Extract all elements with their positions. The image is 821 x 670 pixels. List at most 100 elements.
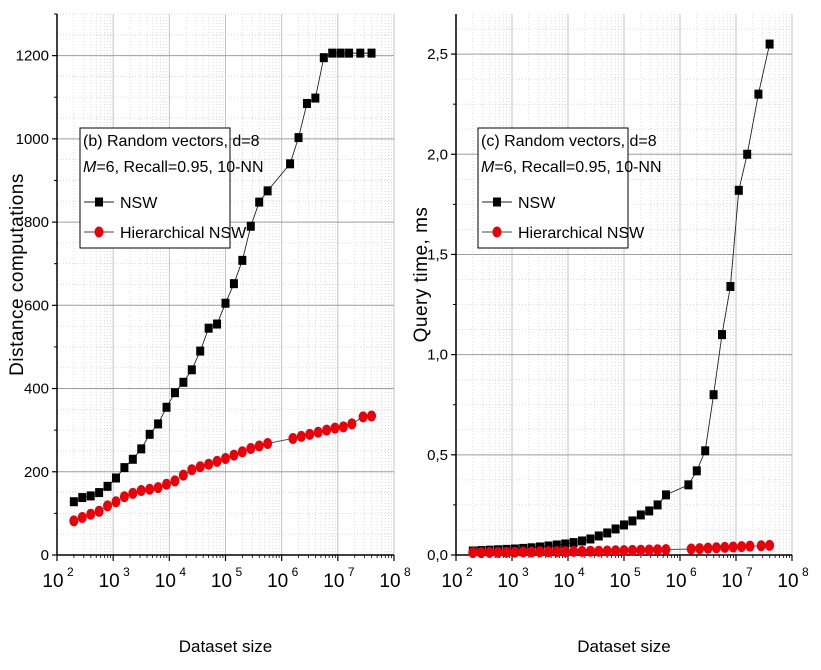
data-point-nsw — [586, 534, 595, 544]
legend-marker-nsw — [493, 197, 501, 207]
data-point-nsw — [336, 48, 345, 58]
y-tick-label: 0,5 — [427, 447, 448, 464]
data-point-hnsw — [103, 500, 113, 512]
data-point-nsw — [196, 346, 205, 356]
data-point-hnsw — [476, 547, 486, 559]
data-point-hnsw — [493, 546, 503, 558]
data-point-hnsw — [221, 452, 230, 464]
data-point-nsw — [701, 446, 710, 456]
x-tick-exponent: 3 — [522, 565, 529, 579]
data-point-nsw — [246, 221, 255, 231]
y-tick-label: 0 — [41, 547, 49, 564]
data-point-nsw — [620, 520, 628, 530]
data-point-nsw — [367, 48, 376, 58]
legend-box — [477, 127, 629, 249]
data-point-hnsw — [594, 545, 604, 557]
data-point-nsw — [120, 463, 129, 473]
x-tick-label: 10 — [267, 571, 288, 592]
x-tick-label: 10 — [323, 571, 344, 592]
data-point-hnsw — [153, 482, 163, 494]
data-point-nsw — [319, 53, 328, 63]
data-point-nsw — [726, 282, 735, 292]
x-tick-exponent: 6 — [690, 565, 697, 579]
data-point-hnsw — [263, 437, 273, 449]
x-tick-exponent: 2 — [67, 565, 74, 579]
data-point-hnsw — [686, 543, 696, 555]
legend-params: M=6, Recall=0.95, 10-NN — [481, 159, 662, 176]
data-point-hnsw — [170, 475, 180, 487]
data-point-nsw — [221, 298, 230, 308]
data-point-hnsw — [636, 544, 646, 556]
data-point-nsw — [154, 419, 163, 429]
data-point-nsw — [754, 89, 763, 99]
data-point-hnsw — [577, 545, 587, 557]
data-point-nsw — [718, 330, 726, 340]
data-point-nsw — [356, 48, 365, 58]
legend-label-hnsw: Hierarchical NSW — [120, 225, 247, 242]
x-axis-title: Dataset size — [179, 637, 273, 656]
data-point-hnsw — [728, 541, 738, 553]
data-point-hnsw — [94, 505, 104, 517]
data-point-nsw — [229, 279, 238, 289]
x-tick-exponent: 7 — [746, 565, 753, 579]
legend-params: M=6, Recall=0.95, 10-NN — [83, 159, 264, 176]
x-tick-label: 10 — [441, 571, 462, 592]
data-point-nsw — [263, 186, 272, 196]
data-point-nsw — [603, 528, 612, 538]
x-tick-label: 10 — [721, 571, 742, 592]
x-tick-exponent: 8 — [404, 565, 411, 579]
data-point-hnsw — [560, 546, 570, 558]
data-point-nsw — [653, 500, 662, 510]
x-tick-exponent: 5 — [236, 565, 243, 579]
data-point-hnsw — [204, 458, 214, 470]
data-point-nsw — [137, 444, 146, 454]
data-point-hnsw — [627, 544, 637, 556]
data-point-hnsw — [229, 449, 239, 461]
legend-panel-label: (c) Random vectors, d=8 — [481, 133, 657, 150]
data-point-hnsw — [187, 464, 197, 476]
data-point-hnsw — [111, 496, 121, 508]
data-point-hnsw — [246, 442, 256, 454]
data-point-hnsw — [119, 491, 129, 503]
data-point-nsw — [286, 159, 295, 169]
data-point-nsw — [213, 319, 222, 329]
x-tick-label: 10 — [99, 571, 120, 592]
legend-box — [79, 127, 231, 249]
data-point-nsw — [611, 524, 620, 534]
x-tick-exponent: 6 — [292, 565, 299, 579]
y-tick-label: 1200 — [16, 48, 49, 65]
data-point-nsw — [569, 538, 578, 548]
data-point-hnsw — [552, 546, 562, 558]
x-tick-exponent: 8 — [802, 565, 809, 579]
legend-label-nsw: NSW — [518, 195, 556, 212]
data-point-hnsw — [543, 546, 553, 558]
x-tick-label: 10 — [42, 571, 63, 592]
data-point-nsw — [628, 516, 637, 526]
data-point-hnsw — [212, 455, 222, 467]
data-point-nsw — [69, 497, 78, 507]
data-point-hnsw — [737, 541, 747, 553]
data-point-hnsw — [313, 426, 323, 438]
data-point-hnsw — [347, 418, 357, 430]
y-axis-title: Distance computations — [7, 173, 28, 376]
data-point-nsw — [86, 491, 95, 501]
data-point-nsw — [95, 488, 104, 498]
data-point-nsw — [684, 480, 693, 490]
y-tick-label: 0,0 — [427, 547, 448, 564]
x-tick-exponent: 4 — [179, 565, 186, 579]
data-point-nsw — [709, 390, 718, 400]
y-tick-label: 800 — [24, 214, 49, 231]
y-axis-title: Query time, ms — [411, 207, 432, 343]
data-point-hnsw — [711, 542, 721, 554]
data-point-hnsw — [69, 515, 79, 527]
data-point-hnsw — [720, 541, 730, 553]
data-point-hnsw — [237, 446, 247, 458]
x-tick-exponent: 5 — [634, 565, 641, 579]
data-point-hnsw — [585, 545, 595, 557]
y-tick-label: 2,5 — [427, 46, 448, 63]
data-point-hnsw — [703, 542, 713, 554]
data-point-nsw — [103, 481, 112, 491]
y-tick-label: 200 — [24, 464, 49, 481]
